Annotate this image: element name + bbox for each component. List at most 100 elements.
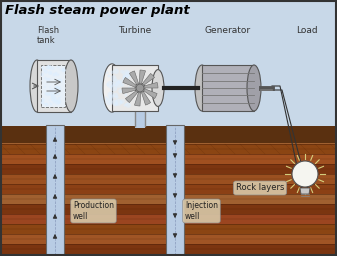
Polygon shape xyxy=(300,188,310,194)
Circle shape xyxy=(115,95,119,99)
Polygon shape xyxy=(142,91,151,105)
Circle shape xyxy=(55,72,58,74)
Circle shape xyxy=(40,100,44,104)
Circle shape xyxy=(126,75,131,79)
Polygon shape xyxy=(123,77,136,88)
Circle shape xyxy=(112,99,118,106)
Text: Production
well: Production well xyxy=(73,201,114,221)
Circle shape xyxy=(51,67,55,70)
Circle shape xyxy=(50,103,53,106)
Bar xyxy=(41,65,65,107)
Circle shape xyxy=(40,73,44,76)
Circle shape xyxy=(62,68,66,72)
Circle shape xyxy=(105,98,113,105)
Circle shape xyxy=(45,103,49,106)
Circle shape xyxy=(121,83,124,87)
Circle shape xyxy=(109,94,114,100)
Circle shape xyxy=(124,76,128,79)
Circle shape xyxy=(60,96,61,97)
Circle shape xyxy=(122,77,128,83)
Circle shape xyxy=(41,66,44,69)
Bar xyxy=(135,111,145,128)
Bar xyxy=(1,244,336,254)
Circle shape xyxy=(58,74,60,75)
Bar xyxy=(1,154,336,164)
Bar xyxy=(202,65,254,111)
Circle shape xyxy=(55,91,60,96)
Circle shape xyxy=(44,70,48,74)
Circle shape xyxy=(54,93,55,94)
Circle shape xyxy=(113,93,118,98)
Circle shape xyxy=(122,70,130,78)
Circle shape xyxy=(107,81,114,88)
Bar xyxy=(1,143,336,255)
Circle shape xyxy=(123,104,126,107)
Circle shape xyxy=(44,77,47,80)
Circle shape xyxy=(56,100,58,101)
Text: Rock layers: Rock layers xyxy=(236,184,284,193)
Bar xyxy=(1,224,336,234)
Text: Load: Load xyxy=(296,26,318,35)
Bar xyxy=(1,234,336,244)
Circle shape xyxy=(44,86,46,88)
Ellipse shape xyxy=(152,70,164,106)
Circle shape xyxy=(125,102,131,108)
Circle shape xyxy=(292,161,318,187)
Circle shape xyxy=(52,100,56,103)
Circle shape xyxy=(47,83,48,84)
Polygon shape xyxy=(122,88,136,93)
Circle shape xyxy=(124,93,127,96)
Circle shape xyxy=(110,84,117,91)
Circle shape xyxy=(105,96,108,99)
Circle shape xyxy=(50,96,53,99)
Circle shape xyxy=(55,86,58,89)
Polygon shape xyxy=(144,82,158,88)
Circle shape xyxy=(58,97,61,100)
Circle shape xyxy=(122,75,128,81)
Bar xyxy=(37,60,71,112)
Bar xyxy=(112,65,158,111)
Bar xyxy=(1,126,336,144)
Circle shape xyxy=(120,70,124,73)
Circle shape xyxy=(44,103,47,105)
Circle shape xyxy=(57,66,60,68)
Polygon shape xyxy=(129,71,139,85)
Circle shape xyxy=(108,91,114,98)
Circle shape xyxy=(59,69,61,71)
Circle shape xyxy=(57,99,61,104)
Bar xyxy=(166,125,184,255)
Circle shape xyxy=(49,102,51,103)
Circle shape xyxy=(118,89,123,93)
Circle shape xyxy=(56,87,60,90)
Circle shape xyxy=(45,92,48,95)
Text: Injection
well: Injection well xyxy=(185,201,218,221)
Ellipse shape xyxy=(195,65,209,111)
Circle shape xyxy=(57,79,60,82)
Circle shape xyxy=(111,71,114,74)
Circle shape xyxy=(120,101,123,104)
Circle shape xyxy=(43,69,45,71)
Bar xyxy=(1,174,336,184)
Ellipse shape xyxy=(64,60,78,112)
Circle shape xyxy=(120,99,125,104)
Circle shape xyxy=(125,103,128,106)
Circle shape xyxy=(49,92,52,96)
Ellipse shape xyxy=(30,60,44,112)
Polygon shape xyxy=(144,88,157,99)
Circle shape xyxy=(49,86,51,88)
Polygon shape xyxy=(142,73,155,85)
Text: Flash
tank: Flash tank xyxy=(37,26,59,45)
Circle shape xyxy=(58,79,62,83)
Circle shape xyxy=(50,73,52,74)
Circle shape xyxy=(54,100,55,101)
Circle shape xyxy=(55,100,60,105)
Circle shape xyxy=(57,86,61,91)
Circle shape xyxy=(51,98,54,101)
Circle shape xyxy=(123,75,125,78)
Circle shape xyxy=(109,101,111,103)
Circle shape xyxy=(55,86,59,91)
Circle shape xyxy=(115,81,122,88)
Circle shape xyxy=(59,89,61,92)
Circle shape xyxy=(111,75,117,81)
Circle shape xyxy=(58,101,61,104)
